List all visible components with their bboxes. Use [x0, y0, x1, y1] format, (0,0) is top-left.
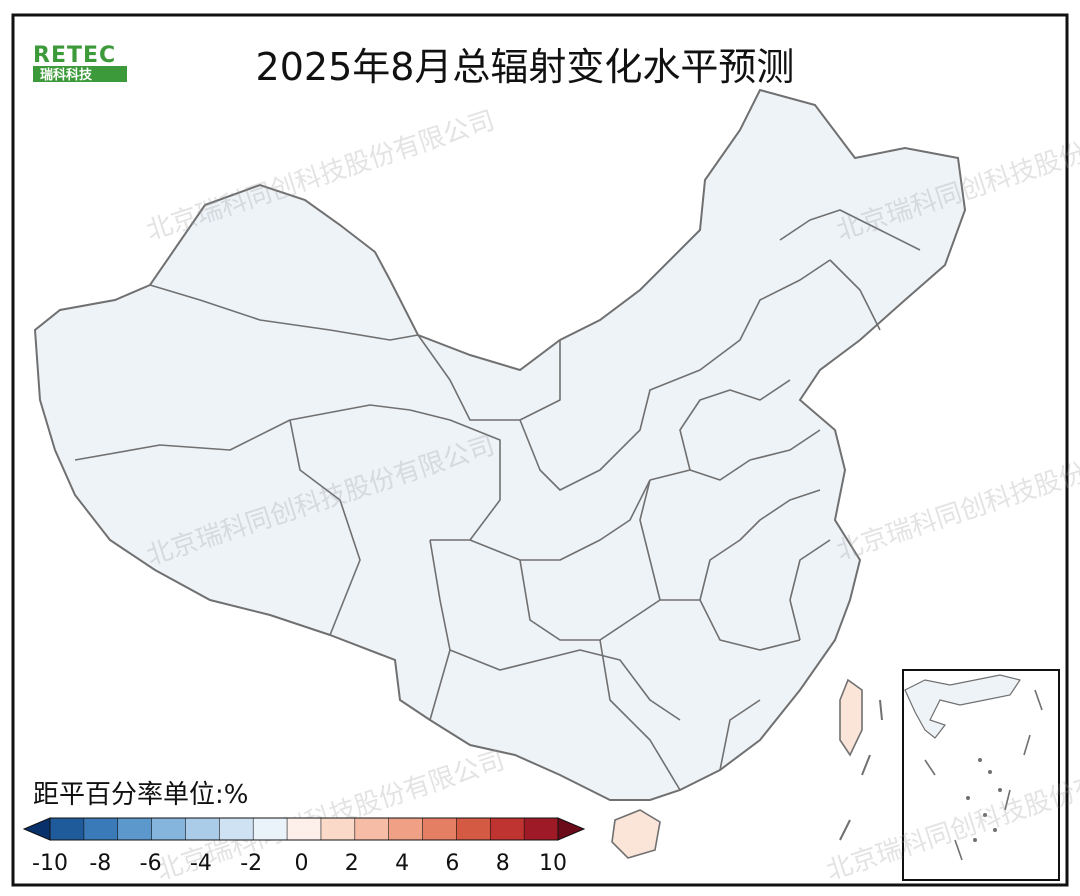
legend-tick-label: -10	[32, 851, 68, 876]
legend-tick-label: -2	[240, 851, 262, 876]
legend-tick-label: 8	[496, 851, 510, 876]
taiwan-island	[839, 678, 863, 757]
legend-swatch	[388, 818, 424, 840]
province-borders	[74, 209, 921, 791]
legend-swatch	[354, 818, 390, 840]
logo-subtitle: 瑞科科技	[40, 67, 93, 83]
legend-swatch	[151, 818, 186, 840]
legend-swatch	[83, 818, 119, 840]
retec-logo: RETEC 瑞科科技	[33, 43, 127, 83]
sea-boundary-dashes	[839, 699, 883, 841]
legend-tick-label: -6	[140, 851, 162, 876]
legend-tick-label: 10	[539, 851, 567, 876]
legend-tick-label: 0	[295, 851, 309, 876]
logo-wordmark: RETEC	[33, 43, 116, 68]
legend-tick-label: -4	[190, 851, 212, 876]
legend-swatch	[456, 818, 491, 840]
color-legend: 距平百分率单位:% -10 -8 -6 -4 -2 0 2 4 6 8 10	[22, 780, 586, 876]
legend-tick-label: 2	[345, 851, 359, 876]
legend-title: 距平百分率单位:%	[33, 780, 248, 810]
legend-tick-label: -8	[89, 851, 111, 876]
south-china-sea-inset	[902, 669, 1060, 881]
legend-tick-labels: -10 -8 -6 -4 -2 0 2 4 6 8 10	[32, 851, 567, 876]
legend-swatch	[320, 818, 356, 840]
legend-colorbar	[22, 817, 586, 841]
map-title: 2025年8月总辐射变化水平预测	[256, 45, 795, 89]
legend-swatch	[117, 818, 153, 840]
legend-swatch	[287, 818, 322, 840]
legend-swatch	[422, 818, 457, 840]
hainan-island	[611, 809, 661, 859]
legend-swatch	[253, 818, 288, 840]
legend-tick-label: 6	[445, 851, 459, 876]
legend-swatch	[185, 818, 220, 840]
legend-swatch	[219, 818, 254, 840]
legend-swatch	[50, 818, 85, 840]
legend-tick-label: 4	[395, 851, 409, 876]
legend-swatch	[524, 818, 559, 840]
china-map	[34, 89, 966, 859]
legend-swatch	[490, 818, 525, 840]
